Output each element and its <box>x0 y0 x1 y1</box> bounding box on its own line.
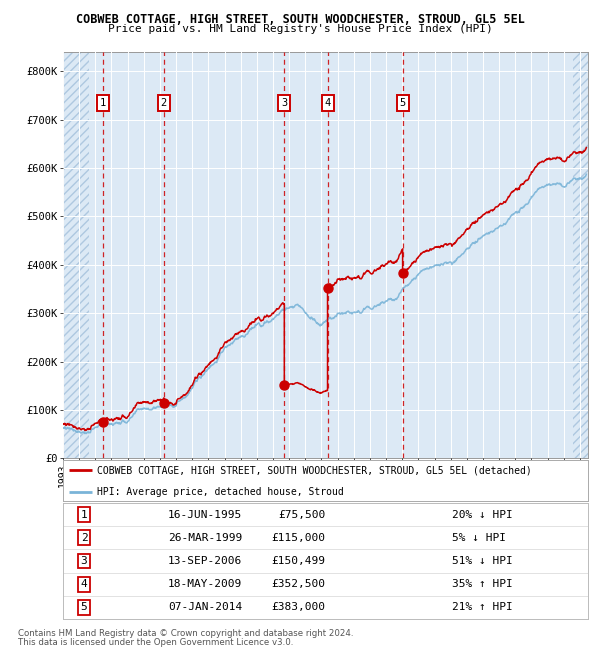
Bar <box>574 52 588 458</box>
Text: 2: 2 <box>80 533 88 543</box>
Text: COBWEB COTTAGE, HIGH STREET, SOUTH WOODCHESTER, STROUD, GL5 5EL (detached): COBWEB COTTAGE, HIGH STREET, SOUTH WOODC… <box>97 465 532 475</box>
Text: 18-MAY-2009: 18-MAY-2009 <box>168 579 242 589</box>
Text: £383,000: £383,000 <box>271 603 325 612</box>
Text: HPI: Average price, detached house, Stroud: HPI: Average price, detached house, Stro… <box>97 487 344 497</box>
Text: Price paid vs. HM Land Registry's House Price Index (HPI): Price paid vs. HM Land Registry's House … <box>107 24 493 34</box>
Text: £115,000: £115,000 <box>271 533 325 543</box>
Text: £75,500: £75,500 <box>278 510 325 519</box>
Text: This data is licensed under the Open Government Licence v3.0.: This data is licensed under the Open Gov… <box>18 638 293 647</box>
Text: 3: 3 <box>281 98 287 108</box>
Text: 26-MAR-1999: 26-MAR-1999 <box>168 533 242 543</box>
Text: 1: 1 <box>80 510 88 519</box>
Text: 5% ↓ HPI: 5% ↓ HPI <box>452 533 505 543</box>
Text: 07-JAN-2014: 07-JAN-2014 <box>168 603 242 612</box>
Text: £352,500: £352,500 <box>271 579 325 589</box>
Text: 21% ↑ HPI: 21% ↑ HPI <box>452 603 512 612</box>
Text: 20% ↓ HPI: 20% ↓ HPI <box>452 510 512 519</box>
Text: COBWEB COTTAGE, HIGH STREET, SOUTH WOODCHESTER, STROUD, GL5 5EL: COBWEB COTTAGE, HIGH STREET, SOUTH WOODC… <box>76 13 524 26</box>
Text: 2: 2 <box>161 98 167 108</box>
Text: 51% ↓ HPI: 51% ↓ HPI <box>452 556 512 566</box>
Text: 4: 4 <box>325 98 331 108</box>
Text: 16-JUN-1995: 16-JUN-1995 <box>168 510 242 519</box>
Text: 13-SEP-2006: 13-SEP-2006 <box>168 556 242 566</box>
Text: 5: 5 <box>400 98 406 108</box>
Text: 3: 3 <box>80 556 88 566</box>
Text: 4: 4 <box>80 579 88 589</box>
Text: 5: 5 <box>80 603 88 612</box>
Text: 1: 1 <box>100 98 106 108</box>
Text: Contains HM Land Registry data © Crown copyright and database right 2024.: Contains HM Land Registry data © Crown c… <box>18 629 353 638</box>
Bar <box>63 52 89 458</box>
Text: 35% ↑ HPI: 35% ↑ HPI <box>452 579 512 589</box>
Text: £150,499: £150,499 <box>271 556 325 566</box>
